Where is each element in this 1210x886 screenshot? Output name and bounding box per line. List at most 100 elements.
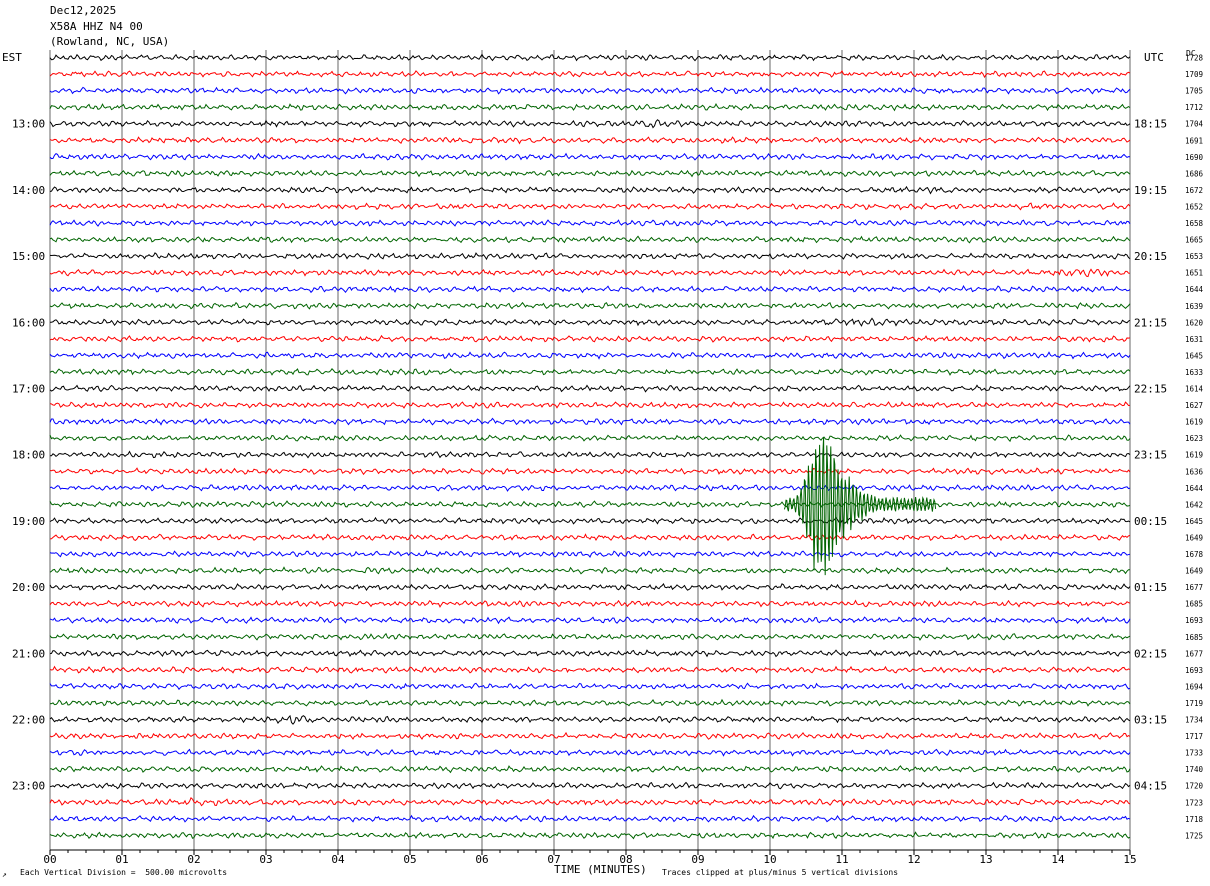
trace-row <box>49 136 1131 145</box>
dc-offset-value: 1733 <box>1185 749 1203 758</box>
right-timezone-label: UTC <box>1144 51 1164 64</box>
x-tick-label: 11 <box>835 853 848 866</box>
x-tick-label: 09 <box>691 853 704 866</box>
trace-row <box>49 484 1131 492</box>
x-tick-label: 01 <box>115 853 128 866</box>
right-hour-label: 20:15 <box>1134 250 1167 263</box>
dc-offset-value: 1658 <box>1185 219 1204 228</box>
left-hour-label: 21:00 <box>12 647 45 660</box>
trace-row <box>49 533 1131 542</box>
chart-date: Dec12,2025 <box>50 4 117 17</box>
x-tick-label: 03 <box>259 853 272 866</box>
dc-offset-value: 1740 <box>1185 765 1204 774</box>
dc-offset-value: 1719 <box>1185 699 1203 708</box>
trace-row <box>49 334 1131 343</box>
trace-row <box>49 384 1131 393</box>
trace-row <box>49 119 1131 129</box>
trace-row <box>49 450 1131 459</box>
trace-row <box>49 516 1131 525</box>
dc-offset-value: 1678 <box>1185 550 1204 559</box>
dc-offset-value: 1694 <box>1185 682 1204 691</box>
trace-row <box>49 417 1131 426</box>
station-code: X58A HHZ N4 00 <box>50 20 143 33</box>
trace-row <box>49 285 1131 294</box>
dc-offset-value: 1705 <box>1185 87 1203 96</box>
x-tick-label: 02 <box>187 853 200 866</box>
trace-row <box>49 235 1131 244</box>
x-tick-label: 05 <box>403 853 416 866</box>
station-location: (Rowland, NC, USA) <box>50 35 170 48</box>
trace-row <box>49 583 1131 592</box>
trace-row <box>49 401 1131 409</box>
dc-offset-value: 1623 <box>1185 434 1203 443</box>
dc-offset-value: 1645 <box>1185 517 1203 526</box>
trace-row <box>49 434 1131 443</box>
trace-row <box>49 748 1131 757</box>
left-hour-label: 17:00 <box>12 383 45 396</box>
trace-row <box>49 185 1131 195</box>
right-hour-label: 00:15 <box>1134 515 1167 528</box>
trace-row <box>49 566 1130 575</box>
dc-offset-value: 1644 <box>1185 484 1204 493</box>
right-hour-label: 21:15 <box>1134 316 1167 329</box>
trace-row <box>49 649 1131 658</box>
x-axis: 00 01 02 03 04 05 06 07 08 09 10 11 12 13 14 15 <box>43 849 1137 866</box>
hour-labels: 13:00 14:00 15:00 16:00 17:00 18:00 19:00 20:00… <box>12 118 1167 793</box>
right-hour-label: 03:15 <box>1134 714 1167 727</box>
left-hour-label: 16:00 <box>12 316 45 329</box>
trace-row <box>49 86 1131 95</box>
x-tick-label: 08 <box>619 853 632 866</box>
trace-row <box>49 219 1131 227</box>
trace-row <box>49 765 1131 774</box>
left-hour-label: 13:00 <box>12 118 45 131</box>
x-tick-label: 10 <box>763 853 776 866</box>
dc-offset-value: 1633 <box>1185 368 1203 377</box>
dc-offset-value: 1636 <box>1185 467 1204 476</box>
trace-row <box>49 252 1131 261</box>
x-tick-label: 00 <box>43 853 56 866</box>
trace-row <box>49 632 1131 641</box>
left-hour-label: 22:00 <box>12 714 45 727</box>
left-hour-label: 14:00 <box>12 184 45 197</box>
trace-row <box>49 70 1131 79</box>
dc-offset-value: 1651 <box>1185 269 1203 278</box>
trace-row <box>49 599 1131 608</box>
left-hour-label: 23:00 <box>12 780 45 793</box>
dc-offset-value: 1712 <box>1185 103 1203 112</box>
x-axis-title: TIME (MINUTES) <box>554 863 647 876</box>
dc-offset-value: 1649 <box>1185 533 1203 542</box>
dc-offset-value: 1672 <box>1185 186 1203 195</box>
right-hour-label: 01:15 <box>1134 581 1167 594</box>
trace-row <box>49 351 1131 360</box>
dc-offset-value: 1645 <box>1185 351 1203 360</box>
trace-row <box>49 814 1131 823</box>
dc-offset-value: 1620 <box>1185 318 1204 327</box>
right-hour-label: 23:15 <box>1134 449 1167 462</box>
earthquake-burst <box>783 436 937 576</box>
dc-offset-value: 1631 <box>1185 335 1203 344</box>
trace-row <box>49 698 1131 707</box>
x-tick-label: 15 <box>1123 853 1136 866</box>
dc-offset-value: 1649 <box>1185 567 1203 576</box>
trace-row <box>49 202 1131 211</box>
dc-offset-value: 1639 <box>1185 302 1203 311</box>
trace-row <box>49 549 1131 559</box>
dc-offset-value: 1642 <box>1185 500 1203 509</box>
dc-offset-value: 1693 <box>1185 666 1203 675</box>
dc-offset-value: 1653 <box>1185 252 1203 261</box>
dc-offset-value: 1709 <box>1185 70 1203 79</box>
x-tick-label: 04 <box>331 853 345 866</box>
trace-row <box>49 301 1131 310</box>
left-hour-label: 20:00 <box>12 581 45 594</box>
trace-row <box>49 831 1131 840</box>
dc-offset-value: 1717 <box>1185 732 1203 741</box>
dc-offset-value: 1725 <box>1185 831 1203 840</box>
trace-row <box>49 103 1131 112</box>
dc-offset-value: 1704 <box>1185 120 1204 129</box>
right-hour-label: 02:15 <box>1134 647 1167 660</box>
dc-offset-value: 1720 <box>1185 782 1204 791</box>
dc-offset-value: 1614 <box>1185 385 1204 394</box>
trace-row <box>49 53 1131 62</box>
dc-offset-value: 1677 <box>1185 583 1203 592</box>
clip-note: Traces clipped at plus/minus 5 vertical … <box>662 868 899 877</box>
